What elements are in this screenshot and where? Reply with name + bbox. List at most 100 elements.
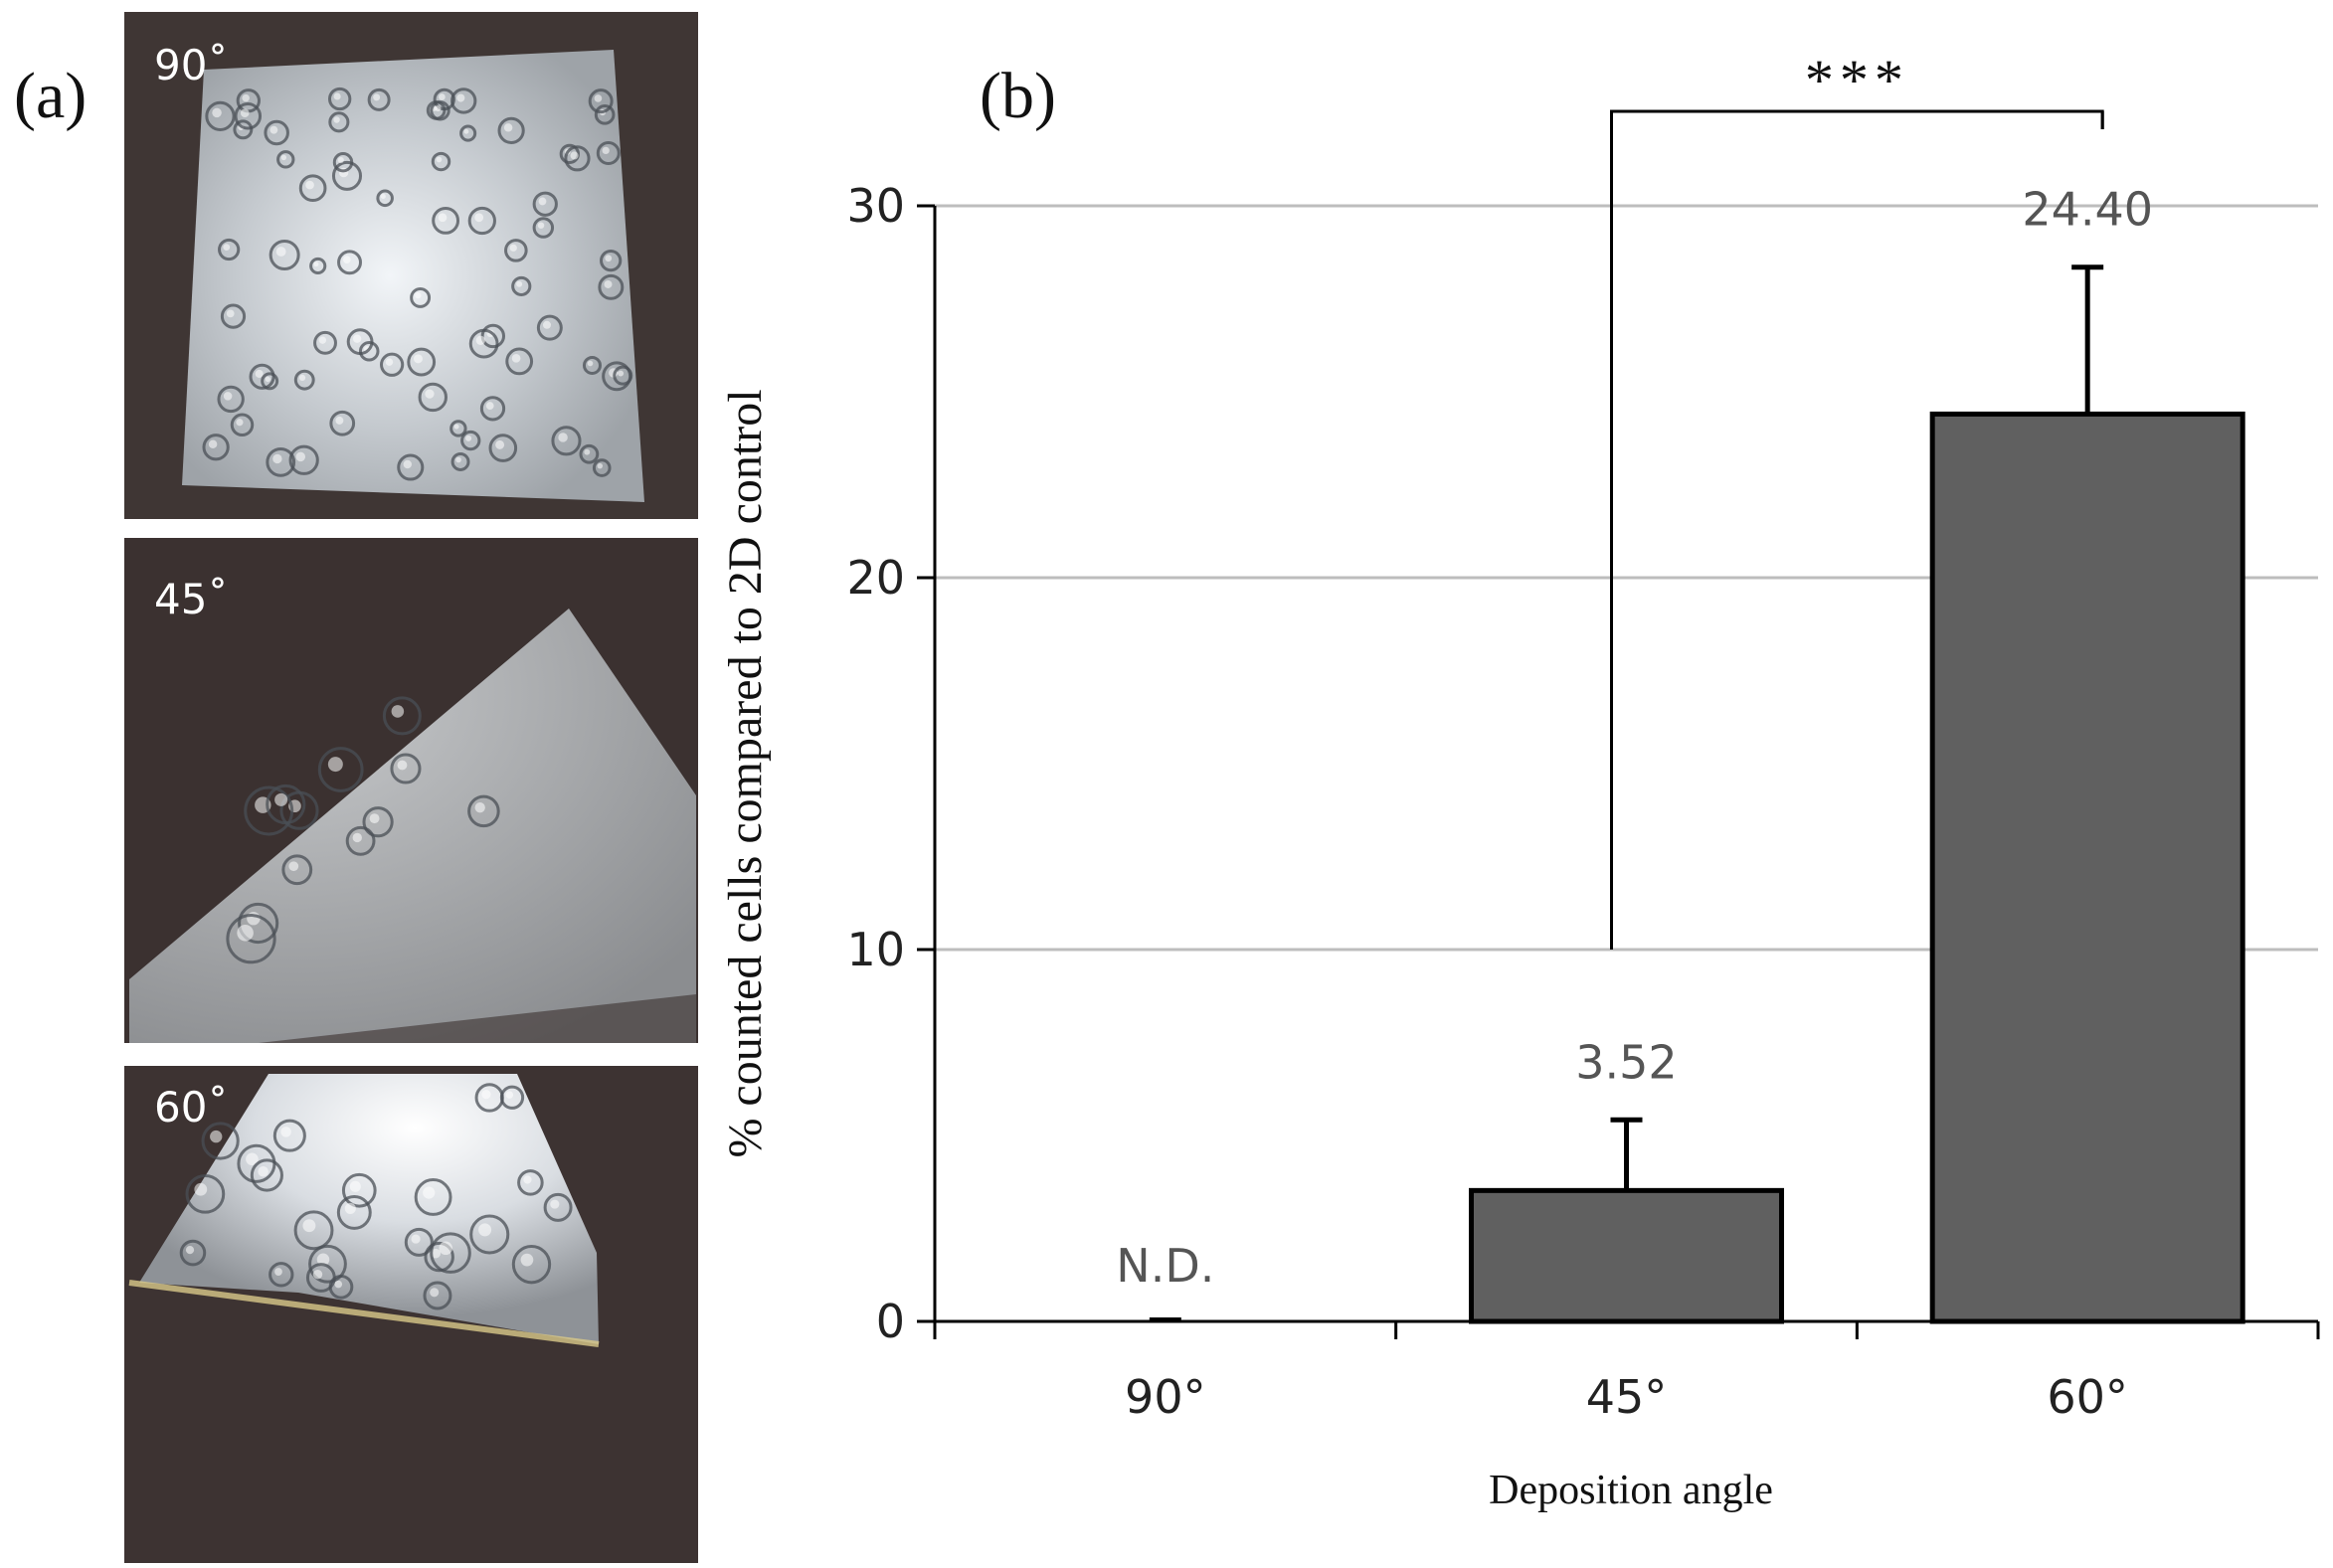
cell-highlight [463, 128, 469, 134]
cell-highlight [349, 1180, 361, 1192]
cell-highlight [247, 912, 261, 926]
cell-highlight [288, 861, 299, 872]
cell [469, 1214, 510, 1255]
cell-highlight [558, 433, 568, 442]
cell-highlight [605, 255, 613, 262]
cell [329, 410, 356, 436]
cell-highlight [604, 279, 613, 288]
cell [226, 914, 276, 964]
cell-highlight [274, 1268, 282, 1276]
cell-highlight [275, 247, 286, 257]
micrograph-label: 90˚ [154, 41, 228, 89]
x-tick-label: 60° [2047, 1370, 2128, 1424]
data-label: 24.40 [2022, 183, 2153, 237]
cell [230, 413, 255, 437]
cell [467, 794, 500, 828]
cell [404, 1227, 434, 1257]
cell-highlight [397, 760, 408, 771]
cell [288, 444, 319, 475]
cell-highlight [369, 813, 380, 824]
cell [594, 104, 616, 125]
cell-highlight [485, 402, 494, 410]
cell-highlight [305, 180, 314, 190]
cell [328, 111, 350, 133]
cell [504, 239, 528, 262]
significance-label: *** [1805, 48, 1909, 112]
cell [309, 257, 327, 275]
cell-highlight [342, 256, 351, 263]
panel-b-label: (b) [980, 60, 1056, 132]
cell [488, 434, 518, 462]
cell-highlight [212, 107, 222, 118]
cell [308, 1244, 347, 1284]
cell-highlight [313, 261, 319, 267]
cell-highlight [602, 146, 610, 155]
cell-highlight [597, 462, 604, 469]
micrograph-45: 45˚ [124, 538, 698, 1043]
cell-highlight [185, 1245, 195, 1255]
cell [424, 1241, 454, 1273]
micrograph-label: 45˚ [154, 575, 228, 623]
cell-highlight [344, 1202, 356, 1215]
cell [596, 141, 621, 165]
cell [418, 382, 448, 413]
cell [317, 747, 364, 792]
cell-highlight [456, 93, 465, 102]
cell-highlight [435, 105, 442, 112]
cell [233, 119, 254, 140]
cell [264, 119, 289, 146]
cell-highlight [295, 451, 306, 462]
cell-highlight [481, 1090, 491, 1100]
cell-highlight [478, 1223, 492, 1237]
cell [517, 1169, 544, 1196]
cell-highlight [431, 1248, 442, 1259]
cell [390, 753, 422, 784]
micrograph-60: 60˚ [124, 1066, 698, 1563]
cell-highlight [505, 1091, 514, 1099]
cell [592, 458, 612, 477]
x-axis-label: Deposition angle [1489, 1468, 1773, 1513]
cell [217, 385, 245, 414]
cell [450, 87, 477, 114]
cell-highlight [503, 123, 513, 132]
cell [407, 347, 437, 377]
cell-cluster [226, 696, 500, 964]
cell-highlight [438, 93, 446, 100]
cell-highlight [391, 705, 405, 718]
cell [536, 314, 563, 341]
cell [579, 443, 600, 464]
cell [244, 785, 294, 836]
cell [564, 145, 591, 172]
cell-highlight [423, 1186, 436, 1199]
cell-highlight [520, 1253, 534, 1267]
cell-highlight [511, 353, 521, 363]
cell [505, 347, 534, 376]
cell-highlight [465, 435, 472, 441]
cell [261, 372, 279, 391]
cell-highlight [411, 1234, 421, 1244]
cell [467, 206, 496, 236]
cell [341, 1172, 377, 1208]
cell [367, 87, 391, 111]
y-tick-label: 0 [876, 1295, 905, 1348]
cell [205, 100, 236, 131]
cell [281, 854, 313, 886]
cell-highlight [210, 1130, 223, 1143]
cell-highlight [438, 213, 448, 223]
cell-highlight [265, 376, 270, 383]
micrograph-label: 60˚ [154, 1083, 228, 1132]
cell [298, 174, 327, 203]
cell [588, 88, 614, 114]
chart-bars [1149, 264, 2245, 1324]
cell [479, 396, 506, 422]
cell [414, 1178, 452, 1216]
bar [1469, 1187, 1784, 1324]
cell [449, 420, 467, 437]
cell [336, 1194, 372, 1230]
cell-highlight [237, 924, 254, 942]
cell-highlight [439, 1241, 452, 1256]
cell-highlight [280, 1127, 291, 1137]
cell [276, 150, 295, 169]
cell [430, 1232, 471, 1274]
